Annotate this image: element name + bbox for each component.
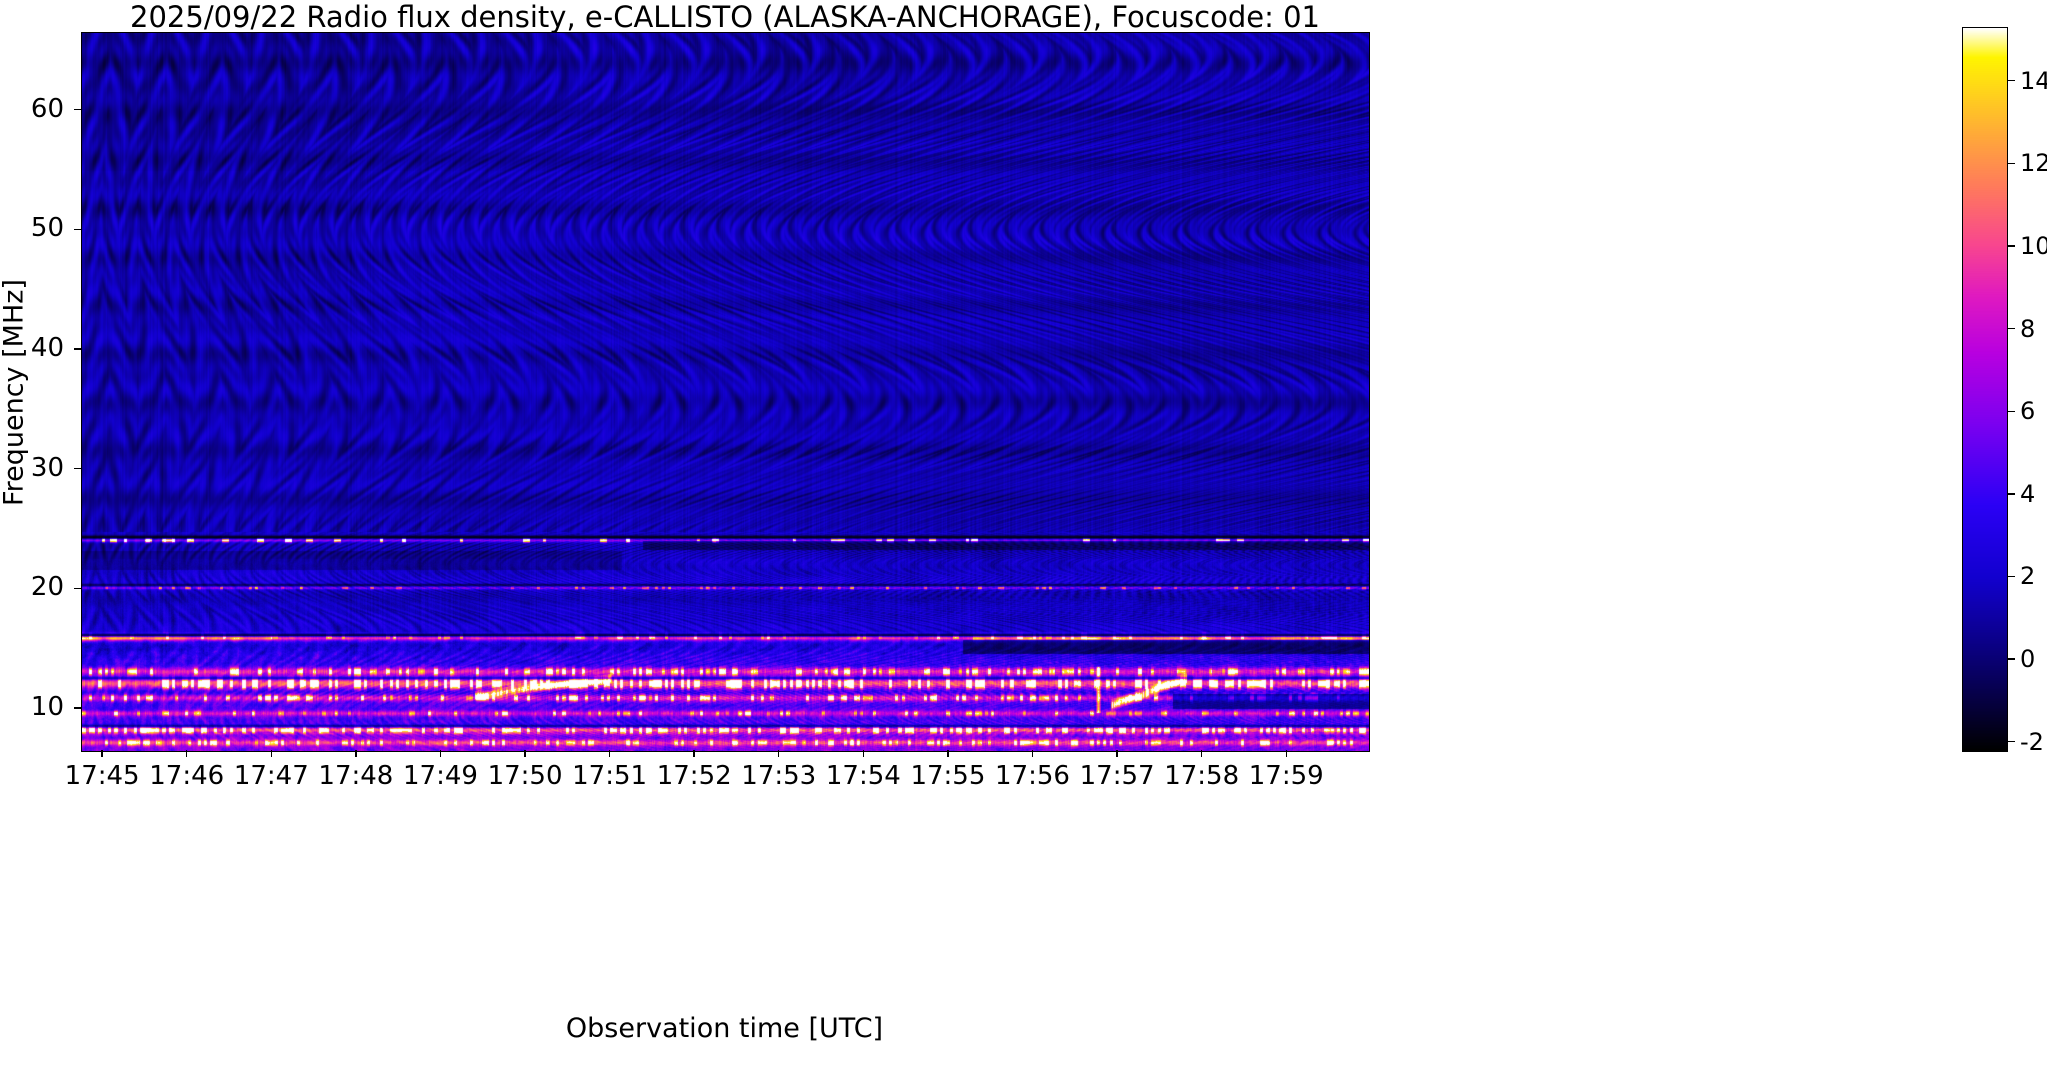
x-tick-label: 17:48 bbox=[318, 761, 394, 791]
y-tick-label: 40 bbox=[30, 333, 64, 364]
y-tick-label: 10 bbox=[30, 692, 64, 723]
y-tick-label: 50 bbox=[30, 213, 64, 244]
y-axis-label-wrap: Frequency [MHz] bbox=[0, 0, 30, 506]
page-title: 2025/09/22 Radio flux density, e-CALLIST… bbox=[130, 0, 1320, 34]
x-tick-mark bbox=[270, 750, 272, 757]
colorbar-tick-mark bbox=[2007, 575, 2015, 578]
y-tick-mark bbox=[74, 468, 81, 470]
x-tick-label: 17:46 bbox=[149, 761, 225, 791]
x-tick-mark bbox=[947, 750, 949, 757]
colorbar-tick-mark bbox=[2007, 410, 2015, 412]
x-tick-label: 17:49 bbox=[402, 761, 478, 791]
y-tick-mark bbox=[74, 707, 81, 709]
colorbar-tick-label: 14 bbox=[2020, 66, 2047, 95]
x-tick-mark bbox=[778, 750, 780, 757]
colorbar-gradient bbox=[1963, 28, 2007, 751]
x-tick-mark bbox=[355, 750, 357, 757]
x-tick-label: 17:59 bbox=[1248, 761, 1324, 791]
x-tick-mark bbox=[1200, 750, 1203, 757]
colorbar-tick-mark bbox=[2007, 327, 2015, 330]
y-tick-mark bbox=[74, 228, 81, 231]
x-tick-mark bbox=[524, 750, 526, 757]
x-tick-label: 17:47 bbox=[233, 761, 309, 791]
spectrogram-image bbox=[82, 33, 1369, 751]
colorbar-tick-label: 2 bbox=[2020, 562, 2036, 591]
colorbar-tick-label: 12 bbox=[2020, 149, 2047, 178]
colorbar-tick-label: 4 bbox=[2020, 479, 2036, 508]
x-tick-label: 17:55 bbox=[910, 761, 986, 791]
x-tick-label: 17:50 bbox=[487, 761, 563, 791]
x-tick-mark bbox=[1116, 750, 1118, 757]
x-tick-label: 17:57 bbox=[1079, 761, 1155, 791]
colorbar-tick-label: 8 bbox=[2020, 314, 2036, 343]
x-tick-label: 17:51 bbox=[572, 761, 648, 791]
x-tick-mark bbox=[608, 750, 611, 757]
colorbar-tick-mark bbox=[2007, 493, 2015, 495]
x-tick-mark bbox=[1031, 750, 1034, 757]
x-tick-mark bbox=[439, 750, 442, 757]
x-tick-mark bbox=[693, 750, 695, 757]
colorbar-tick-mark bbox=[2007, 80, 2015, 82]
x-tick-label: 17:58 bbox=[1164, 761, 1240, 791]
colorbar-tick-label: -2 bbox=[2020, 727, 2044, 756]
x-tick-label: 17:53 bbox=[741, 761, 817, 791]
colorbar[interactable] bbox=[1962, 27, 2008, 752]
x-tick-label: 17:52 bbox=[656, 761, 732, 791]
y-tick-label: 20 bbox=[30, 572, 64, 603]
spectrogram-axes[interactable] bbox=[81, 32, 1370, 752]
x-tick-mark bbox=[186, 750, 188, 757]
colorbar-tick-mark bbox=[2007, 162, 2015, 165]
y-tick-mark bbox=[74, 348, 81, 350]
colorbar-tick-label: 10 bbox=[2020, 231, 2047, 260]
y-axis-label: Frequency [MHz] bbox=[0, 279, 30, 506]
colorbar-tick-mark bbox=[2007, 658, 2015, 660]
x-tick-mark bbox=[101, 750, 103, 757]
colorbar-tick-label: 6 bbox=[2020, 397, 2036, 426]
x-tick-label: 17:56 bbox=[995, 761, 1070, 791]
colorbar-tick-mark bbox=[2007, 245, 2015, 247]
y-tick-label: 30 bbox=[30, 452, 64, 483]
colorbar-tick-label: 0 bbox=[2020, 645, 2036, 674]
spectrogram-canvas bbox=[82, 33, 1369, 751]
x-tick-mark bbox=[1285, 750, 1287, 757]
x-axis-label: Observation time [UTC] bbox=[565, 1013, 884, 1044]
x-tick-mark bbox=[862, 750, 865, 757]
x-tick-label: 17:45 bbox=[64, 761, 140, 791]
y-tick-label: 60 bbox=[30, 93, 64, 124]
colorbar-tick-mark bbox=[2007, 741, 2015, 743]
y-tick-mark bbox=[74, 109, 81, 111]
y-tick-mark bbox=[74, 587, 81, 590]
x-tick-label: 17:54 bbox=[825, 761, 901, 791]
